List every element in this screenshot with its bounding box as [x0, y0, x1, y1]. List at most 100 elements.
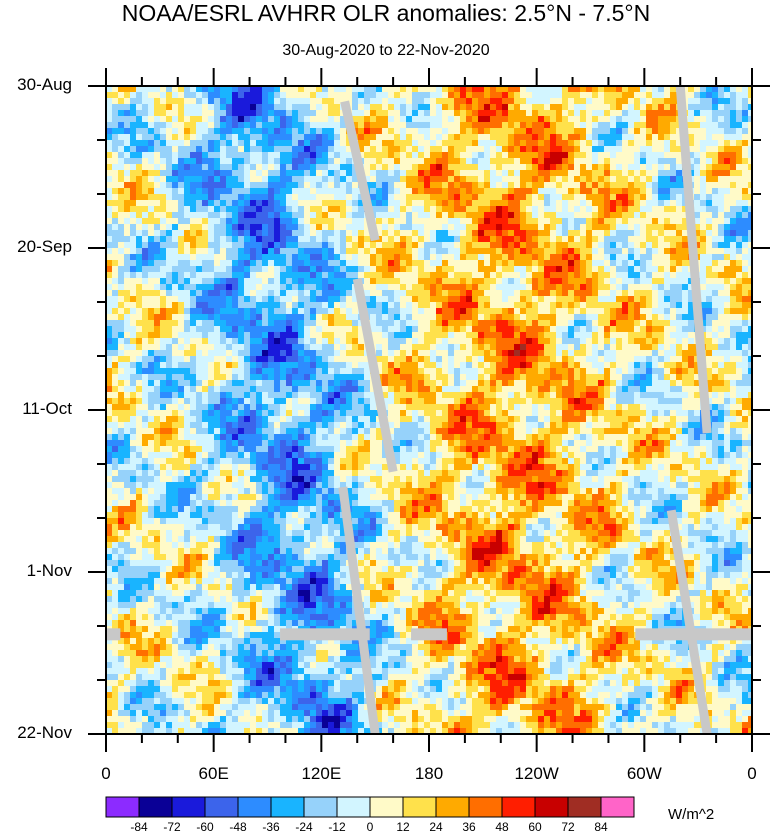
- field-cell: [364, 230, 371, 237]
- field-cell: [310, 122, 317, 129]
- field-cell: [292, 314, 299, 321]
- field-cell: [154, 128, 161, 135]
- field-cell: [586, 296, 593, 303]
- field-cell: [106, 254, 113, 261]
- field-cell: [106, 314, 113, 321]
- field-cell: [256, 236, 263, 243]
- field-cell: [280, 314, 287, 321]
- field-cell: [652, 194, 659, 201]
- field-cell: [568, 140, 575, 147]
- field-cell: [196, 212, 203, 219]
- field-cell: [418, 338, 425, 345]
- field-cell: [370, 128, 377, 135]
- field-cell: [196, 248, 203, 255]
- field-cell: [142, 188, 149, 195]
- field-cell: [448, 116, 455, 123]
- field-cell: [652, 212, 659, 219]
- field-cell: [592, 290, 599, 297]
- field-cell: [622, 320, 629, 327]
- field-cell: [526, 86, 533, 93]
- field-cell: [502, 86, 509, 93]
- field-cell: [658, 338, 665, 345]
- field-cell: [304, 146, 311, 153]
- field-cell: [220, 332, 227, 339]
- field-cell: [526, 152, 533, 159]
- field-cell: [652, 122, 659, 129]
- field-cell: [208, 134, 215, 141]
- field-cell: [124, 140, 131, 147]
- field-cell: [298, 140, 305, 147]
- field-cell: [268, 248, 275, 255]
- field-cell: [142, 224, 149, 231]
- field-cell: [748, 236, 752, 243]
- field-cell: [190, 248, 197, 255]
- field-cell: [490, 110, 497, 117]
- field-cell: [604, 332, 611, 339]
- field-cell: [418, 296, 425, 303]
- field-cell: [214, 212, 221, 219]
- field-cell: [718, 134, 725, 141]
- field-cell: [160, 92, 167, 99]
- field-cell: [700, 104, 707, 111]
- field-cell: [136, 356, 143, 363]
- field-cell: [274, 152, 281, 159]
- field-cell: [238, 218, 245, 225]
- field-cell: [472, 260, 479, 267]
- field-cell: [736, 236, 743, 243]
- field-cell: [652, 338, 659, 345]
- field-cell: [592, 86, 599, 93]
- field-cell: [118, 278, 125, 285]
- field-cell: [520, 338, 527, 345]
- field-cell: [610, 188, 617, 195]
- field-cell: [232, 218, 239, 225]
- field-cell: [472, 296, 479, 303]
- field-cell: [664, 122, 671, 129]
- field-cell: [544, 176, 551, 183]
- field-cell: [424, 272, 431, 279]
- field-cell: [700, 314, 707, 321]
- field-cell: [232, 362, 239, 369]
- field-cell: [436, 290, 443, 297]
- field-cell: [178, 134, 185, 141]
- field-cell: [244, 266, 251, 273]
- field-cell: [478, 146, 485, 153]
- field-cell: [352, 314, 359, 321]
- field-cell: [130, 284, 137, 291]
- field-cell: [502, 266, 509, 273]
- field-cell: [268, 86, 275, 93]
- field-cell: [148, 116, 155, 123]
- field-cell: [610, 200, 617, 207]
- field-cell: [154, 338, 161, 345]
- field-cell: [262, 212, 269, 219]
- field-cell: [310, 98, 317, 105]
- field-cell: [670, 242, 677, 249]
- field-cell: [232, 320, 239, 327]
- field-cell: [484, 104, 491, 111]
- field-cell: [112, 326, 119, 333]
- field-cell: [310, 242, 317, 249]
- field-cell: [568, 104, 575, 111]
- field-cell: [478, 320, 485, 327]
- field-cell: [628, 344, 635, 351]
- field-cell: [190, 146, 197, 153]
- field-cell: [268, 362, 275, 369]
- field-cell: [184, 224, 191, 231]
- field-cell: [250, 290, 257, 297]
- field-cell: [262, 254, 269, 261]
- field-cell: [316, 296, 323, 303]
- field-cell: [580, 152, 587, 159]
- field-cell: [328, 206, 335, 213]
- field-cell: [520, 122, 527, 129]
- field-cell: [292, 194, 299, 201]
- field-cell: [550, 206, 557, 213]
- field-cell: [454, 284, 461, 291]
- field-cell: [268, 200, 275, 207]
- field-cell: [742, 254, 749, 261]
- field-cell: [388, 266, 395, 273]
- field-cell: [730, 326, 737, 333]
- field-cell: [136, 272, 143, 279]
- field-cell: [514, 224, 521, 231]
- field-cell: [640, 194, 647, 201]
- field-cell: [520, 332, 527, 339]
- field-cell: [304, 200, 311, 207]
